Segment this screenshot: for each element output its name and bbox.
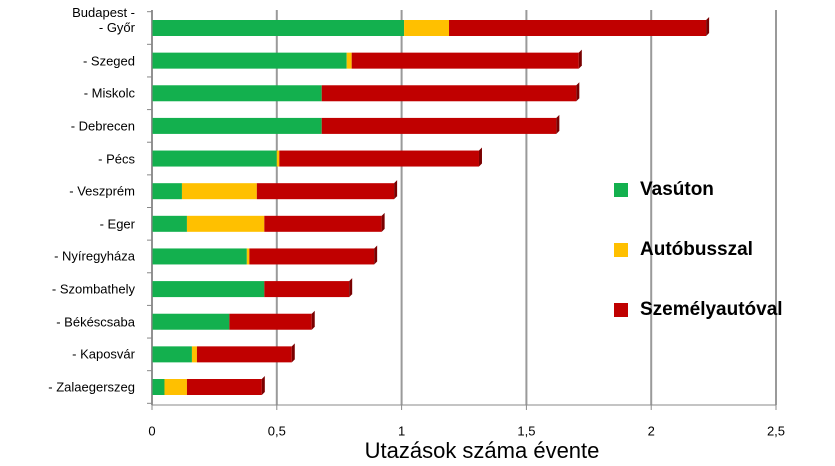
bar-segment: [321, 117, 557, 134]
bar-segment: [346, 52, 352, 69]
legend-label: Vasúton: [640, 179, 714, 200]
bar-segment: [152, 313, 230, 330]
bar-segment: [152, 52, 347, 69]
y-tick-label: - Szombathely: [51, 281, 135, 297]
bar-segment: [152, 117, 322, 134]
bar-segment: [181, 183, 257, 200]
x-tick-label: 2,5: [767, 423, 785, 438]
bar-end: [311, 310, 315, 330]
bar-end: [706, 17, 710, 36]
y-tick-label: - Nyíregyháza: [54, 248, 135, 264]
bar-segment: [279, 150, 479, 167]
legend-swatch: [614, 303, 628, 317]
bar-end: [394, 180, 398, 200]
bar-segment: [449, 20, 707, 36]
y-tick-label: - Békéscsaba: [56, 314, 135, 330]
bar-segment: [152, 248, 247, 265]
legend-swatch: [614, 243, 628, 257]
bar-segment: [264, 215, 382, 232]
x-tick-label: 0,5: [268, 423, 286, 438]
x-axis-title: Utazások száma évente: [365, 438, 600, 463]
y-tick-label: - Miskolc: [83, 85, 135, 101]
x-tick-label: 1: [398, 423, 405, 438]
bar-end: [374, 245, 378, 265]
bar-segment: [196, 346, 292, 363]
y-tick-label: - Szeged: [82, 53, 135, 69]
bar-segment: [152, 281, 265, 298]
bar-segment: [152, 346, 192, 363]
legend-swatch: [614, 183, 628, 197]
y-tick-label: - Veszprém: [69, 183, 135, 199]
bar-end: [578, 49, 582, 69]
bar-segment: [191, 346, 197, 363]
legend-label: Személyautóval: [640, 299, 783, 320]
bar-segment: [229, 313, 312, 330]
y-tick-label: - Zalaegerszeg: [48, 379, 135, 395]
y-tick-label: - Debrecen: [70, 118, 135, 134]
bar-segment: [152, 379, 165, 395]
bar-end: [349, 278, 353, 298]
bar-end: [576, 82, 580, 102]
bar-segment: [256, 183, 395, 200]
bar-segment: [404, 20, 450, 36]
bar-segment: [164, 379, 187, 395]
bar-end: [556, 114, 560, 134]
y-tick-label: - Eger: [99, 216, 135, 232]
bar-segment: [186, 215, 265, 232]
y-tick-label: Budapest - - Győr: [72, 5, 135, 35]
bar-segment: [152, 20, 405, 36]
x-tick-label: 1,5: [517, 423, 535, 438]
x-tick-label: 0: [148, 423, 155, 438]
bar-segment: [186, 379, 262, 395]
y-tick-label: - Pécs: [98, 151, 135, 167]
y-tick-label: - Kaposvár: [72, 346, 135, 362]
bar-segment: [276, 150, 280, 167]
bar-end: [291, 343, 295, 363]
bar-segment: [249, 248, 375, 265]
bar-segment: [321, 85, 577, 102]
bar-end: [381, 212, 385, 232]
x-tick-label: 2: [648, 423, 655, 438]
legend-label: Autóbusszal: [640, 239, 753, 260]
bar-segment: [152, 85, 322, 102]
bar-end: [261, 376, 265, 395]
bar-segment: [152, 150, 277, 167]
bar-segment: [152, 183, 182, 200]
bar-segment: [351, 52, 579, 69]
bar-segment: [246, 248, 250, 265]
bar-end: [478, 147, 482, 167]
bar-segment: [152, 215, 187, 232]
bar-segment: [264, 281, 350, 298]
